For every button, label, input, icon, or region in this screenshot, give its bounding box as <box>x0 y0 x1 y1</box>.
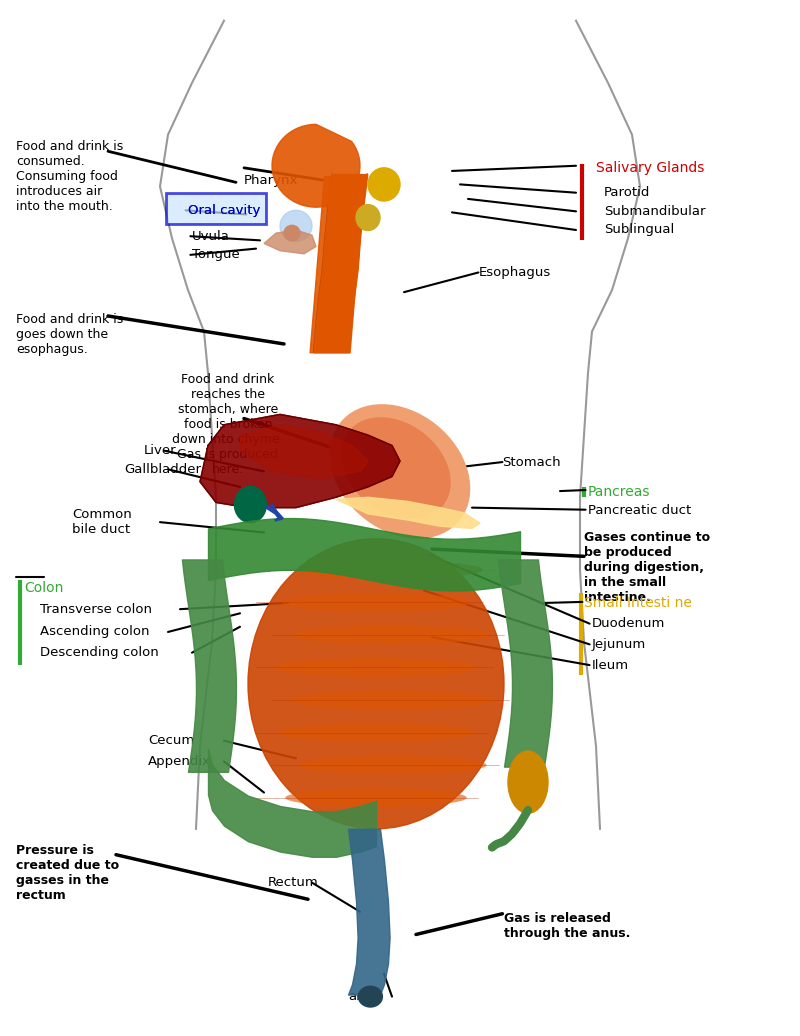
Ellipse shape <box>248 539 504 829</box>
Text: Submandibular: Submandibular <box>604 205 706 218</box>
Bar <box>166 193 266 224</box>
Text: Food and drink is
goes down the
esophagus.: Food and drink is goes down the esophagu… <box>16 313 123 356</box>
Text: Liver: Liver <box>144 444 177 457</box>
Ellipse shape <box>284 226 300 241</box>
Text: Tongue: Tongue <box>192 249 240 261</box>
Text: Duodenum: Duodenum <box>592 617 666 630</box>
Ellipse shape <box>356 205 380 231</box>
Polygon shape <box>200 414 400 508</box>
Text: Gallbladder: Gallbladder <box>124 463 201 476</box>
Ellipse shape <box>280 210 312 241</box>
Text: Sublingual: Sublingual <box>604 224 674 236</box>
Ellipse shape <box>301 560 483 579</box>
Text: Food and drink is
consumed.
Consuming food
introduces air
into the mouth.: Food and drink is consumed. Consuming fo… <box>16 140 123 212</box>
Text: Pancreas: Pancreas <box>588 485 650 499</box>
Polygon shape <box>240 425 368 479</box>
Text: Stomach: Stomach <box>502 456 561 468</box>
Text: Salivary Glands: Salivary Glands <box>596 161 704 175</box>
Ellipse shape <box>330 405 470 538</box>
Ellipse shape <box>278 723 474 742</box>
Text: Gases continue to
be produced
during digestion,
in the small
intestine.: Gases continue to be produced during dig… <box>584 531 710 604</box>
Text: Esophagus: Esophagus <box>478 266 550 279</box>
Ellipse shape <box>358 986 382 1007</box>
Text: Rectum: Rectum <box>268 876 318 889</box>
Text: Gas is released
through the anus.: Gas is released through the anus. <box>504 912 630 940</box>
Polygon shape <box>264 230 316 254</box>
Text: Pressure is
created due to
gasses in the
rectum: Pressure is created due to gasses in the… <box>16 844 119 902</box>
Text: Ascending colon: Ascending colon <box>40 626 150 638</box>
Text: Transverse colon: Transverse colon <box>40 603 152 615</box>
Ellipse shape <box>294 626 490 644</box>
Ellipse shape <box>234 487 266 523</box>
Ellipse shape <box>282 593 470 611</box>
Text: Cecum: Cecum <box>148 735 194 747</box>
Ellipse shape <box>342 418 450 519</box>
Text: Jejunum: Jejunum <box>592 638 646 651</box>
Ellipse shape <box>298 756 486 775</box>
Ellipse shape <box>290 691 494 710</box>
Text: Common
bile duct: Common bile duct <box>72 508 132 537</box>
Text: anus: anus <box>348 990 380 1003</box>
Text: Pharynx: Pharynx <box>244 174 298 186</box>
Ellipse shape <box>285 788 467 807</box>
Text: Ileum: Ileum <box>592 659 629 671</box>
Text: Colon: Colon <box>24 581 63 596</box>
Ellipse shape <box>508 751 548 813</box>
Text: Food and drink
reaches the
stomach, where
food is broken
down into chyme.
Gas is: Food and drink reaches the stomach, wher… <box>172 373 284 476</box>
Text: Uvula: Uvula <box>192 230 230 242</box>
Ellipse shape <box>274 658 478 677</box>
Text: Descending colon: Descending colon <box>40 646 158 659</box>
Polygon shape <box>336 497 480 528</box>
Ellipse shape <box>368 168 400 201</box>
Text: Oral cavity: Oral cavity <box>188 204 260 217</box>
Polygon shape <box>272 124 360 207</box>
Text: Parotid: Parotid <box>604 186 650 199</box>
Text: Oral cavity: Oral cavity <box>188 204 260 217</box>
Text: Appendix: Appendix <box>148 755 211 768</box>
Text: Pancreatic duct: Pancreatic duct <box>588 505 691 517</box>
Text: Small Intesti ne: Small Intesti ne <box>584 596 692 610</box>
